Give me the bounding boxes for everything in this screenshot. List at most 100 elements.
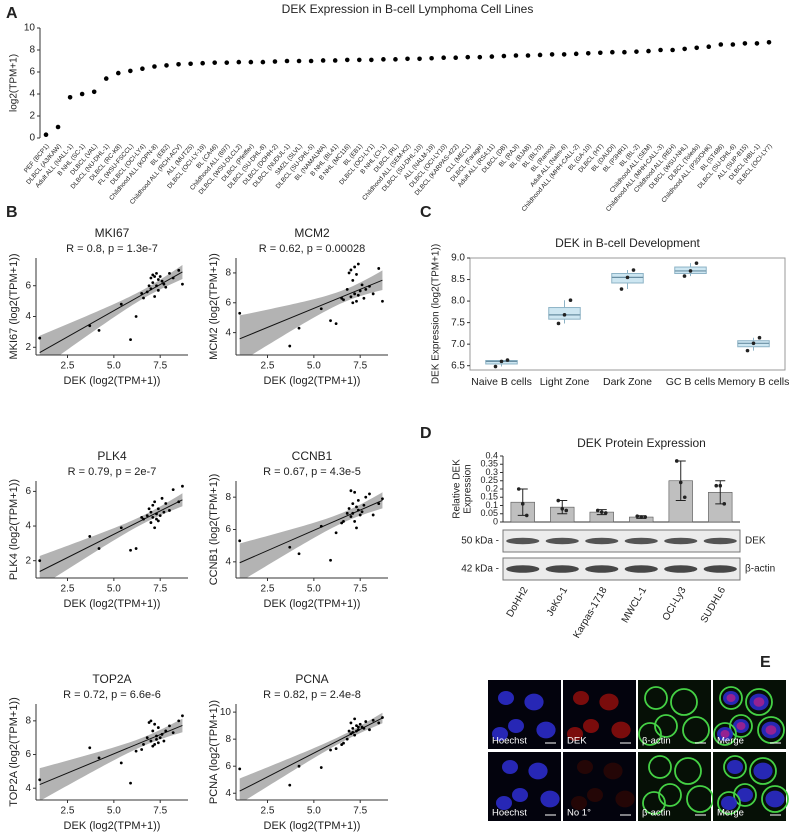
x-axis-label: DEK (log2(TPM+1)) — [64, 375, 161, 387]
point — [151, 503, 155, 507]
stain — [615, 790, 635, 808]
blot-band — [664, 537, 698, 545]
point — [493, 364, 498, 369]
point — [347, 271, 351, 275]
y-tick-label: 8 — [225, 492, 231, 503]
membrane — [670, 688, 698, 716]
nucleus — [528, 762, 548, 780]
point — [171, 276, 175, 280]
point — [151, 515, 155, 519]
dot — [537, 52, 543, 58]
point — [603, 511, 608, 515]
point — [155, 512, 158, 516]
point — [156, 519, 160, 523]
y-tick-label: 0 — [493, 516, 498, 526]
point — [505, 358, 510, 362]
point — [358, 513, 362, 517]
point — [556, 321, 561, 326]
x-tick-label: 5.0 — [107, 361, 121, 372]
regression-line — [239, 499, 383, 564]
chart-title: MCM2 — [294, 226, 330, 240]
point — [364, 720, 368, 723]
membrane — [642, 791, 666, 815]
point — [288, 783, 292, 787]
y-tick-label: 2 — [25, 342, 31, 353]
point — [682, 495, 687, 500]
y-tick-label: 6 — [25, 280, 31, 291]
y-axis-label: MCM2 (log2(TPM+1)) — [208, 253, 220, 360]
confidence-band — [39, 718, 183, 800]
dot — [598, 50, 603, 56]
image-label: No 1° — [567, 808, 591, 819]
y-axis-label: DEK Expression (log2(TPM+1)) — [431, 244, 442, 384]
x-tick-label: Karpas-1718 — [571, 585, 609, 640]
stain — [571, 796, 587, 810]
dot — [260, 59, 266, 65]
membrane — [717, 791, 741, 815]
x-tick-label: 2.5 — [261, 584, 275, 595]
dot — [453, 55, 459, 60]
panel-label: C — [420, 204, 432, 221]
point — [129, 338, 132, 342]
dot — [501, 53, 507, 59]
point — [238, 311, 242, 315]
point — [162, 510, 166, 514]
x-tick-label: 2.5 — [261, 361, 275, 372]
y-tick-label: 7.5 — [451, 317, 465, 328]
point — [140, 515, 144, 519]
point — [145, 290, 149, 294]
x-tick-label: 7.5 — [353, 361, 367, 372]
point — [718, 483, 723, 488]
point — [177, 719, 181, 723]
annotation: R = 0.62, p = 0.00028 — [259, 243, 365, 255]
point — [140, 292, 144, 295]
point — [353, 520, 357, 523]
stain — [587, 788, 603, 802]
point — [155, 734, 158, 738]
regression-line — [39, 724, 183, 786]
point — [678, 480, 683, 485]
stain — [726, 694, 736, 702]
membrane — [749, 757, 777, 785]
dot — [525, 53, 531, 58]
y-tick-label: 9.0 — [451, 253, 465, 264]
x-tick-label: 5.0 — [307, 584, 321, 595]
point — [151, 744, 155, 748]
y-tick-label: 10 — [24, 23, 36, 34]
chart-title: MKI67 — [95, 226, 130, 240]
point — [156, 507, 160, 511]
dot — [585, 51, 591, 56]
blot-band — [664, 565, 698, 573]
point — [38, 559, 42, 563]
y-axis-label: PLK4 (log2(TPM+1)) — [8, 479, 20, 580]
panel-label: D — [420, 425, 432, 442]
point — [140, 748, 144, 751]
point — [349, 515, 353, 518]
y-tick-label: 4 — [225, 556, 231, 567]
point — [134, 749, 138, 753]
blot-marker: 42 kDa - — [461, 564, 499, 575]
dot — [718, 42, 724, 47]
point — [368, 284, 371, 288]
point — [181, 714, 184, 718]
y-axis-label: PCNA (log2(TPM+1)) — [208, 700, 220, 804]
point — [134, 315, 138, 318]
point — [358, 289, 362, 293]
blot-band — [545, 537, 579, 545]
point — [97, 328, 101, 332]
point — [351, 301, 355, 305]
dot — [332, 58, 338, 63]
dot — [296, 58, 302, 64]
dot — [224, 60, 230, 65]
point — [38, 778, 42, 782]
image-label: β-actin — [642, 736, 671, 747]
chart-title: PCNA — [295, 672, 328, 686]
x-axis-label: DEK (log2(TPM+1)) — [264, 375, 361, 387]
y-tick-label: 0.1 — [485, 500, 498, 510]
confidence-band — [239, 270, 383, 355]
point — [360, 510, 364, 514]
point — [119, 761, 123, 765]
point — [288, 545, 292, 549]
point — [156, 741, 160, 745]
point — [145, 514, 149, 518]
